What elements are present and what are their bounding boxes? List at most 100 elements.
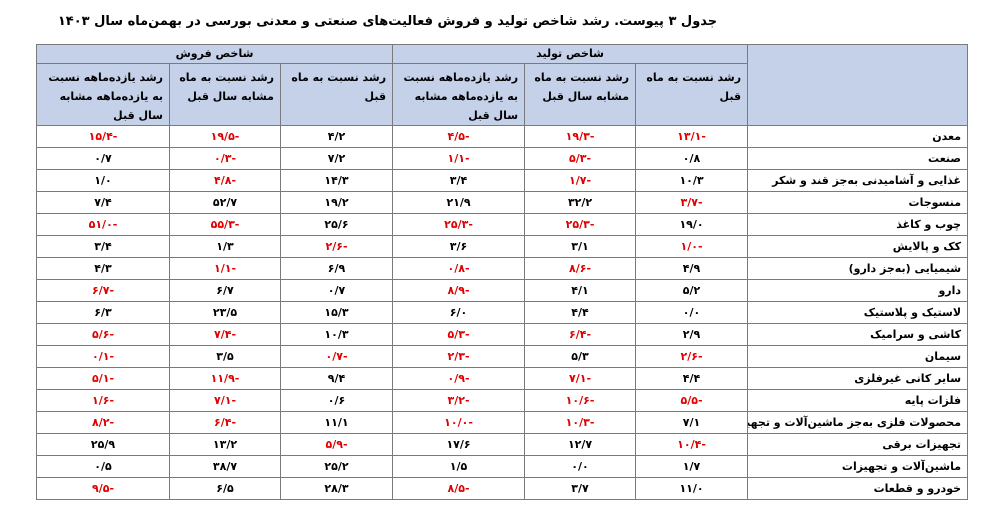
value-cell: ۳۲/۲ [524, 191, 637, 214]
value-cell: ۱۹/۲ [279, 191, 394, 214]
corner-cell [747, 44, 969, 126]
value-cell: ۲۸/۳ [279, 477, 394, 500]
value-cell: -۵/۳ [524, 147, 637, 170]
value-cell: ۹/۴ [279, 367, 394, 390]
value-cell: -۵۵/۳ [169, 213, 281, 236]
value-cell: ۳/۶ [392, 235, 526, 258]
production-group-header: شاخص تولید [392, 44, 749, 64]
value-cell: -۱۳/۱ [635, 125, 749, 148]
value-cell: -۲/۳ [392, 345, 526, 368]
row-name: لاستیک و پلاستیک [747, 301, 969, 324]
row-name: فلزات پایه [747, 389, 969, 412]
value-cell: ۱۷/۶ [392, 433, 526, 456]
value-cell: -۲/۶ [635, 345, 749, 368]
value-cell: -۰/۹ [392, 367, 526, 390]
prod-same-month-header: رشد نسبت به ماه مشابه سال قبل [524, 63, 637, 126]
value-cell: -۵۱/۰ [36, 213, 170, 236]
row-name: دارو [747, 279, 969, 302]
table-row: -۵/۶ -۷/۴ ۱۰/۳ -۵/۳ -۶/۴ ۲/۹ کاشی و سرامیک [36, 323, 969, 346]
sub-header-row: رشد یازده‌ماهه نسبت به یازده‌ماهه مشابه … [36, 63, 968, 126]
value-cell: -۵/۶ [36, 323, 170, 346]
prod-month-header: رشد نسبت به ماه قبل [635, 63, 749, 126]
value-cell: -۱/۱ [169, 257, 281, 280]
value-cell: ۵/۲ [635, 279, 749, 302]
value-cell: ۴/۴ [635, 367, 749, 390]
value-cell: ۱/۳ [169, 235, 281, 258]
row-name: کک و پالایش [747, 235, 969, 258]
value-cell: ۰/۵ [36, 455, 170, 478]
value-cell: ۳۸/۷ [169, 455, 281, 478]
value-cell: ۴/۲ [279, 125, 394, 148]
value-cell: -۱۹/۳ [524, 125, 637, 148]
value-cell: -۰/۷ [279, 345, 394, 368]
value-cell: ۰/۰ [524, 455, 637, 478]
value-cell: -۷/۴ [169, 323, 281, 346]
value-cell: ۱۰/۳ [279, 323, 394, 346]
row-name: منسوجات [747, 191, 969, 214]
row-name: تجهیزات برقی [747, 433, 969, 456]
value-cell: ۱۴/۳ [279, 169, 394, 192]
growth-table: شاخص فروش شاخص تولید رشد یازده‌ماهه نسبت… [35, 44, 969, 500]
value-cell: ۳/۴ [36, 235, 170, 258]
value-cell: ۲۳/۵ [169, 301, 281, 324]
row-name: سیمان [747, 345, 969, 368]
value-cell: ۳/۱ [524, 235, 637, 258]
group-header-row: شاخص فروش شاخص تولید [35, 44, 969, 126]
value-cell: ۰/۸ [635, 147, 749, 170]
row-name: معدن [747, 125, 969, 148]
value-cell: -۶/۷ [36, 279, 170, 302]
value-cell: ۴/۳ [36, 257, 170, 280]
value-cell: ۱/۵ [392, 455, 526, 478]
table-row: -۹/۵ ۶/۵ ۲۸/۳ -۸/۵ ۳/۷ ۱۱/۰ خودرو و قطعات [36, 477, 969, 500]
value-cell: -۲۵/۳ [392, 213, 526, 236]
value-cell: ۲۵/۶ [279, 213, 394, 236]
value-cell: ۱۹/۰ [635, 213, 749, 236]
value-cell: ۱۳/۲ [169, 433, 281, 456]
value-cell: -۸/۹ [392, 279, 526, 302]
value-cell: -۹/۵ [36, 477, 170, 500]
table-row: -۵/۱ -۱۱/۹ ۹/۴ -۰/۹ -۷/۱ ۴/۴ سایر کانی غیرفلزی [36, 367, 969, 390]
value-cell: ۷/۱ [635, 411, 749, 434]
table-row: -۸/۲ -۶/۴ ۱۱/۱ -۱۰/۰ -۱۰/۳ ۷/۱ محصولات فلزی به… [36, 411, 969, 434]
value-cell: ۱/۷ [635, 455, 749, 478]
value-cell: ۲۱/۹ [392, 191, 526, 214]
value-cell: ۵/۳ [524, 345, 637, 368]
value-cell: -۸/۵ [392, 477, 526, 500]
value-cell: -۵/۹ [279, 433, 394, 456]
value-cell: ۰/۶ [279, 389, 394, 412]
value-cell: -۰/۳ [169, 147, 281, 170]
row-name: چوب و کاغذ [747, 213, 969, 236]
value-cell: -۷/۱ [169, 389, 281, 412]
sales-same-month-header: رشد نسبت به ماه مشابه سال قبل [169, 63, 281, 126]
table-row: -۱/۶ -۷/۱ ۰/۶ -۳/۲ -۱۰/۶ -۵/۵ فلزات پایه [36, 389, 969, 412]
value-cell: -۴/۵ [392, 125, 526, 148]
value-cell: ۲۵/۹ [36, 433, 170, 456]
sales-month-header: رشد نسبت به ماه قبل [279, 63, 394, 126]
value-cell: -۸/۶ [524, 257, 637, 280]
value-cell: -۱۱/۹ [169, 367, 281, 390]
value-cell: ۴/۹ [635, 257, 749, 280]
value-cell: ۴/۱ [524, 279, 637, 302]
table-row: ۷/۴ ۵۲/۷ ۱۹/۲ ۲۱/۹ ۳۲/۲ -۳/۷ منسوجات [36, 191, 969, 214]
value-cell: ۰/۰ [635, 301, 749, 324]
value-cell: ۶/۵ [169, 477, 281, 500]
value-cell: ۶/۰ [392, 301, 526, 324]
value-cell: -۷/۱ [524, 367, 637, 390]
sales-11m-header: رشد یازده‌ماهه نسبت به یازده‌ماهه مشابه … [36, 63, 170, 126]
value-cell: ۳/۴ [392, 169, 526, 192]
value-cell: -۱/۰ [635, 235, 749, 258]
table-row: -۵۱/۰ -۵۵/۳ ۲۵/۶ -۲۵/۳ -۲۵/۳ ۱۹/۰ چوب و کاغذ [36, 213, 969, 236]
value-cell: ۱۱/۰ [635, 477, 749, 500]
table-row: -۱۵/۴ -۱۹/۵ ۴/۲ -۴/۵ -۱۹/۳ -۱۳/۱ معدن [36, 125, 969, 148]
value-cell: -۰/۸ [392, 257, 526, 280]
row-name: ماشین‌آلات و تجهیزات [747, 455, 969, 478]
value-cell: -۲۵/۳ [524, 213, 637, 236]
table-row: ۴/۳ -۱/۱ ۶/۹ -۰/۸ -۸/۶ ۴/۹ شیمیایی (به‌جز دارو… [36, 257, 969, 280]
value-cell: -۶/۴ [524, 323, 637, 346]
value-cell: ۰/۷ [279, 279, 394, 302]
value-cell: -۵/۱ [36, 367, 170, 390]
value-cell: ۶/۹ [279, 257, 394, 280]
row-name: شیمیایی (به‌جز دارو) [747, 257, 969, 280]
value-cell: ۳/۵ [169, 345, 281, 368]
value-cell: ۶/۳ [36, 301, 170, 324]
